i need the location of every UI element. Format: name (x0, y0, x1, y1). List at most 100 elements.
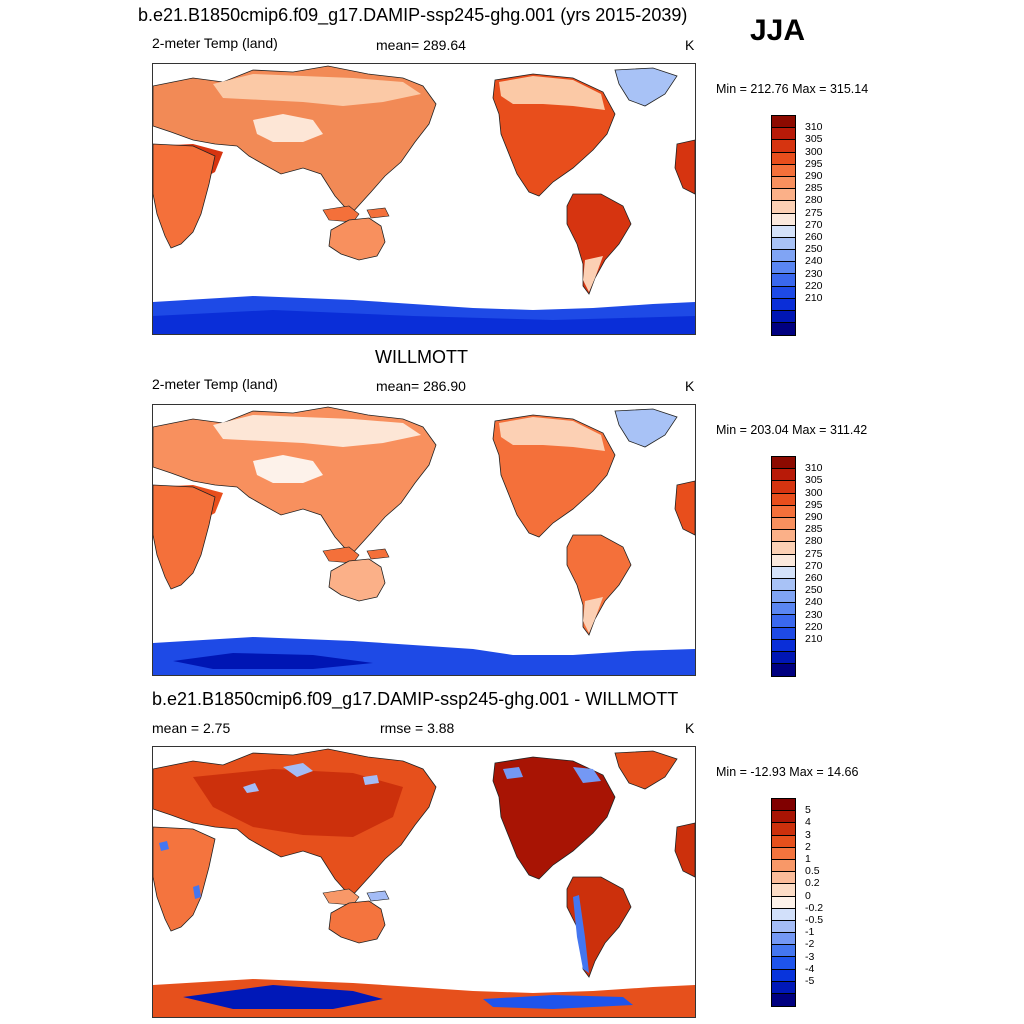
colorbar-box (772, 274, 795, 287)
colorbar-box (772, 213, 795, 226)
africa-east-edge (674, 822, 695, 878)
colorbar-tick-label: 240 (805, 255, 823, 268)
siberia-cool-band (213, 415, 421, 447)
colorbar-tick-label: -0.2 (805, 901, 824, 914)
colorbar-tick-label: 270 (805, 218, 823, 231)
south-america-land (566, 534, 632, 636)
panel-3-map-svg (153, 748, 695, 1017)
panel-2-mean-label: mean= 286.90 (376, 378, 466, 394)
colorbar-box (772, 847, 795, 860)
maritime-continent (322, 888, 360, 906)
colorbar-box (772, 128, 795, 141)
colorbar-tick-label: 285 (805, 523, 823, 536)
antarctica-interior (173, 653, 373, 669)
colorbar-box (772, 493, 795, 506)
patagonia-cool (583, 597, 603, 633)
panel-3-minmax: Min = -12.93 Max = 14.66 (716, 765, 859, 779)
colorbar-box (772, 664, 795, 677)
colorbar-tick-label: 230 (805, 608, 823, 621)
panel-1-minmax: Min = 212.76 Max = 315.14 (716, 82, 869, 96)
colorbar-tick-label: 210 (805, 292, 823, 304)
colorbar-tick-label: -5 (805, 975, 815, 987)
greenland-land (614, 408, 678, 448)
new-guinea (366, 207, 390, 219)
colorbar-box (772, 627, 795, 640)
colorbar-tick-label: 280 (805, 194, 823, 207)
andes-cool-strip (573, 895, 589, 973)
colorbar-box (772, 578, 795, 592)
colorbar-box (772, 799, 795, 812)
panel-3-mean-label: mean = 2.75 (152, 720, 231, 736)
panel-1-colorbar (771, 115, 796, 337)
antarctica-cool-region-east (483, 995, 633, 1009)
maritime-continent (322, 546, 360, 564)
panel-1-map-svg (153, 65, 695, 334)
colorbar-tick-label: 275 (805, 206, 823, 219)
colorbar-box (772, 176, 795, 190)
colorbar-tick-label: 275 (805, 547, 823, 560)
colorbar-tick-label: 2 (805, 840, 811, 853)
tibet-cool-patch (253, 455, 323, 483)
colorbar-box (772, 311, 795, 324)
greenland-land (614, 750, 678, 790)
colorbar-box (772, 262, 795, 275)
panel-2-title: WILLMOTT (375, 347, 468, 367)
colorbar-box (772, 554, 795, 567)
colorbar-box (772, 250, 795, 263)
colorbar-box (772, 945, 795, 958)
colorbar-tick-label: 220 (805, 279, 823, 292)
colorbar-box (772, 639, 795, 652)
colorbar-tick-label: 260 (805, 572, 823, 584)
south-america-land (566, 193, 632, 295)
colorbar-tick-label: 1 (805, 853, 811, 865)
colorbar-tick-label: 310 (805, 121, 823, 134)
colorbar-box (772, 957, 795, 970)
colorbar-tick-label: 250 (805, 584, 823, 597)
colorbar-tick-label: 280 (805, 535, 823, 548)
colorbar-box (772, 298, 795, 311)
colorbar-box (772, 469, 795, 482)
panel-2-map-svg (153, 406, 695, 675)
greenland-land (614, 67, 678, 107)
colorbar-tick-label: 305 (805, 474, 823, 487)
africa-cool-spot (159, 841, 201, 899)
colorbar-tick-label: 270 (805, 559, 823, 572)
colorbar-box (772, 566, 795, 579)
colorbar-box (772, 225, 795, 238)
colorbar-tick-label: 0.2 (805, 877, 820, 890)
panel-1-mean-label: mean= 289.64 (376, 37, 466, 53)
colorbar-tick-label: 3 (805, 828, 811, 841)
colorbar-box (772, 189, 795, 202)
colorbar-box (772, 517, 795, 531)
canada-cool-band (499, 76, 605, 110)
colorbar-box (772, 481, 795, 494)
colorbar-tick-label: 260 (805, 231, 823, 243)
new-guinea (366, 890, 390, 902)
panel-1-title: b.e21.B1850cmip6.f09_g17.DAMIP-ssp245-gh… (138, 5, 688, 25)
colorbar-tick-label: -3 (805, 950, 815, 963)
colorbar-box (772, 908, 795, 921)
colorbar-tick-label: 0.5 (805, 865, 820, 878)
colorbar-tick-label: 5 (805, 804, 811, 817)
africa-land (153, 826, 216, 932)
colorbar-tick-label: 295 (805, 498, 823, 511)
tibet-cool-patch (253, 114, 323, 142)
antarctica-interior (153, 310, 695, 334)
colorbar-tick-label: -2 (805, 938, 815, 951)
colorbar-box (772, 823, 795, 836)
colorbar-box (772, 859, 795, 873)
australia-land (328, 900, 386, 944)
canada-cool-band (499, 417, 605, 451)
colorbar-tick-label: 290 (805, 511, 823, 523)
colorbar-box (772, 981, 795, 994)
colorbar-box (772, 884, 795, 897)
colorbar-box (772, 237, 795, 251)
patagonia-cool (583, 256, 603, 292)
panel-3-units-label: K (685, 720, 695, 736)
colorbar-box (772, 116, 795, 129)
colorbar-tick-label: 240 (805, 596, 823, 609)
colorbar-box (772, 615, 795, 628)
africa-land (153, 143, 216, 249)
siberia-cool-band (213, 74, 421, 106)
australia-land (328, 558, 386, 602)
